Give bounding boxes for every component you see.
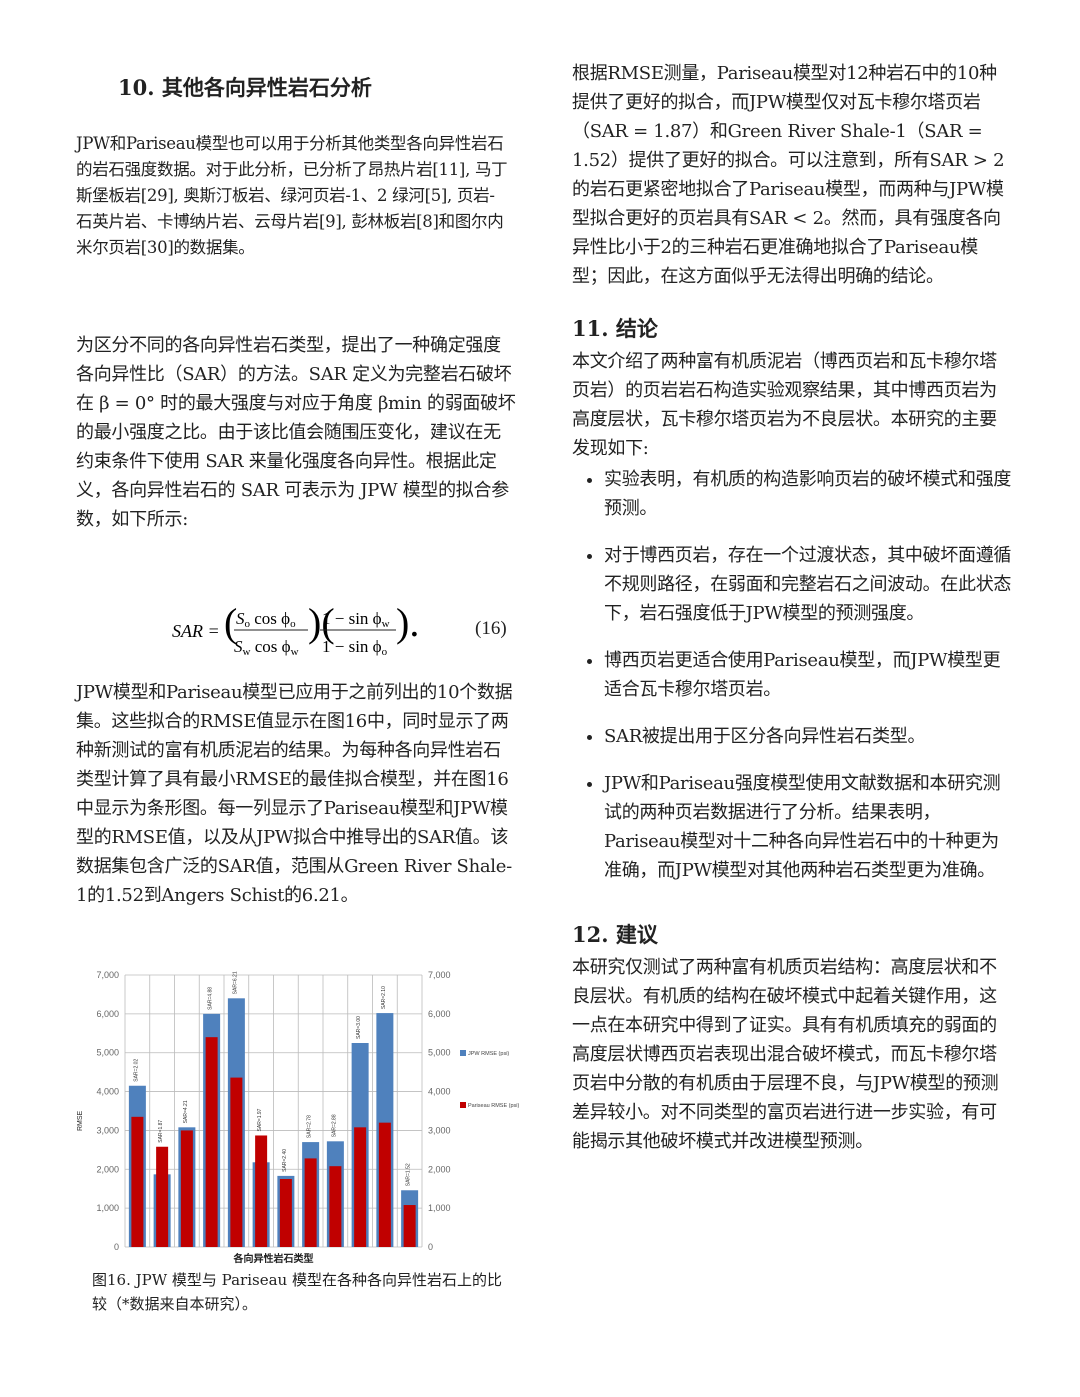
list-item: 实验表明，有机质的构造影响页岩的破坏模式和强度预测。 — [604, 465, 1012, 523]
bar-pariseau — [180, 1130, 193, 1247]
y-tick-label-left: 2,000 — [96, 1164, 119, 1174]
svg-text:)(: )( — [308, 600, 335, 645]
section-11-title: 11. 结论 — [572, 316, 658, 341]
paragraph: JPW和Pariseau模型也可以用于分析其他类型各向异性岩石的岩石强度数据。对… — [76, 134, 508, 257]
y-tick-label-right: 2,000 — [428, 1164, 451, 1174]
y-tick-label-right: 5,000 — [428, 1048, 451, 1058]
bar-pariseau — [255, 1135, 268, 1247]
bar-sar-label: SAR=1.97 — [257, 1108, 263, 1131]
figure-16-chart: 0 0 1,000 1,000 2,000 2,000 3,000 3,000 4,000 4,0… — [77, 970, 520, 1265]
svg-text:So cos ϕo: So cos ϕo — [236, 609, 296, 630]
list-item: 对于博西页岩，存在一个过渡状态，其中破坏面遵循不规则路径，在弱面和完整岩石之间波… — [604, 541, 1012, 628]
bar-sar-label: SAR=1.52 — [406, 1163, 412, 1186]
bar-sar-label: SAR=2.40 — [282, 1149, 288, 1172]
svg-text:SAR =: SAR = — [172, 621, 220, 641]
bar-sar-label: SAR=2.02 — [133, 1059, 139, 1082]
legend-swatch — [460, 1050, 466, 1056]
bar-pariseau — [304, 1158, 317, 1247]
y-tick-label-right: 6,000 — [428, 1009, 451, 1019]
bar-sar-label: SAR=2.10 — [381, 986, 387, 1009]
equation-number: (16) — [475, 618, 507, 639]
equation-16: SAR = ( So cos ϕo Sw cos ϕw )( 1 − sin ϕ… — [170, 600, 510, 660]
bar-pariseau — [378, 1122, 391, 1247]
svg-text:(: ( — [224, 600, 237, 645]
legend-label: Pariseau RMSE (psi) — [468, 1103, 520, 1109]
y-tick-label-left: 7,000 — [96, 970, 119, 980]
svg-text:Sw cos ϕw: Sw cos ϕw — [234, 637, 299, 658]
bar-pariseau — [131, 1116, 144, 1247]
bar-pariseau — [156, 1146, 169, 1247]
svg-text:1 − sin ϕw: 1 − sin ϕw — [322, 609, 390, 630]
bar-sar-label: SAR=4.88 — [208, 987, 214, 1010]
paragraph: 本文介绍了两种富有机质泥岩（博西页岩和瓦卡穆尔塔页岩）的页岩岩石构造实验观察结果… — [572, 351, 997, 459]
y-tick-label-right: 7,000 — [428, 970, 451, 980]
y-tick-label-left: 3,000 — [96, 1125, 119, 1135]
y-tick-label-left: 5,000 — [96, 1048, 119, 1058]
list-item: JPW和Pariseau强度模型使用文献数据和本研究测试的两种页岩数据进行了分析… — [604, 769, 1012, 885]
bar-sar-label: SAR=2.78 — [307, 1115, 313, 1138]
y-tick-label-right: 4,000 — [428, 1087, 451, 1097]
list-item: 博西页岩更适合使用Pariseau模型，而JPW模型更适合瓦卡穆尔塔页岩。 — [604, 646, 1012, 704]
bar-sar-label: SAR=4.21 — [183, 1100, 189, 1123]
y-tick-label-left: 4,000 — [96, 1087, 119, 1097]
y-tick-label-right: 0 — [428, 1242, 433, 1252]
y-tick-label-right: 3,000 — [428, 1125, 451, 1135]
paragraph: 本研究仅测试了两种富有机质页岩结构：高度层状和不良层状。有机质的结构在破坏模式中… — [572, 957, 999, 1152]
y-tick-label-left: 1,000 — [96, 1203, 119, 1213]
svg-text:).: ). — [396, 600, 419, 645]
bar-pariseau — [403, 1205, 416, 1247]
section-10-title: 10. 其他各向异性岩石分析 — [118, 75, 372, 100]
bar-pariseau — [230, 1077, 243, 1247]
legend-label: JPW RMSE (psi) — [468, 1051, 509, 1057]
list-item: SAR被提出用于区分各向异性岩石类型。 — [604, 722, 1012, 751]
bar-pariseau — [329, 1166, 342, 1247]
bar-sar-label: SAR=6.21 — [232, 971, 238, 994]
bar-pariseau — [279, 1179, 292, 1247]
paragraph: 根据RMSE测量，Pariseau模型对12种岩石中的10种提供了更好的拟合，而… — [572, 63, 1005, 287]
paragraph: 为区分不同的各向异性岩石类型，提出了一种确定强度各向异性比（SAR）的方法。SA… — [76, 335, 516, 530]
svg-text:1 − sin ϕo: 1 − sin ϕo — [322, 637, 388, 658]
bar-pariseau — [205, 1037, 218, 1247]
figure-caption: 图16. JPW 模型与 Pariseau 模型在各种各向异性岩石上的比较（*数… — [92, 1271, 502, 1313]
y-axis-label: RMSE — [77, 1110, 84, 1131]
findings-list: 实验表明，有机质的构造影响页岩的破坏模式和强度预测。 对于博西页岩，存在一个过渡… — [572, 465, 1012, 885]
legend-swatch — [460, 1102, 466, 1108]
y-tick-label-left: 0 — [114, 1242, 119, 1252]
y-tick-label-right: 1,000 — [428, 1203, 451, 1213]
bar-sar-label: SAR=1.87 — [158, 1120, 164, 1143]
x-axis-label: 各向异性岩石类型 — [233, 1252, 314, 1265]
bar-sar-label: SAR=3.00 — [356, 1016, 362, 1039]
bar-sar-label: SAR=2.88 — [331, 1114, 337, 1137]
y-tick-label-left: 6,000 — [96, 1009, 119, 1019]
section-12-title: 12. 建议 — [572, 922, 658, 947]
paragraph: JPW模型和Pariseau模型已应用于之前列出的10个数据集。这些拟合的RMS… — [76, 682, 513, 906]
bar-pariseau — [354, 1127, 367, 1247]
